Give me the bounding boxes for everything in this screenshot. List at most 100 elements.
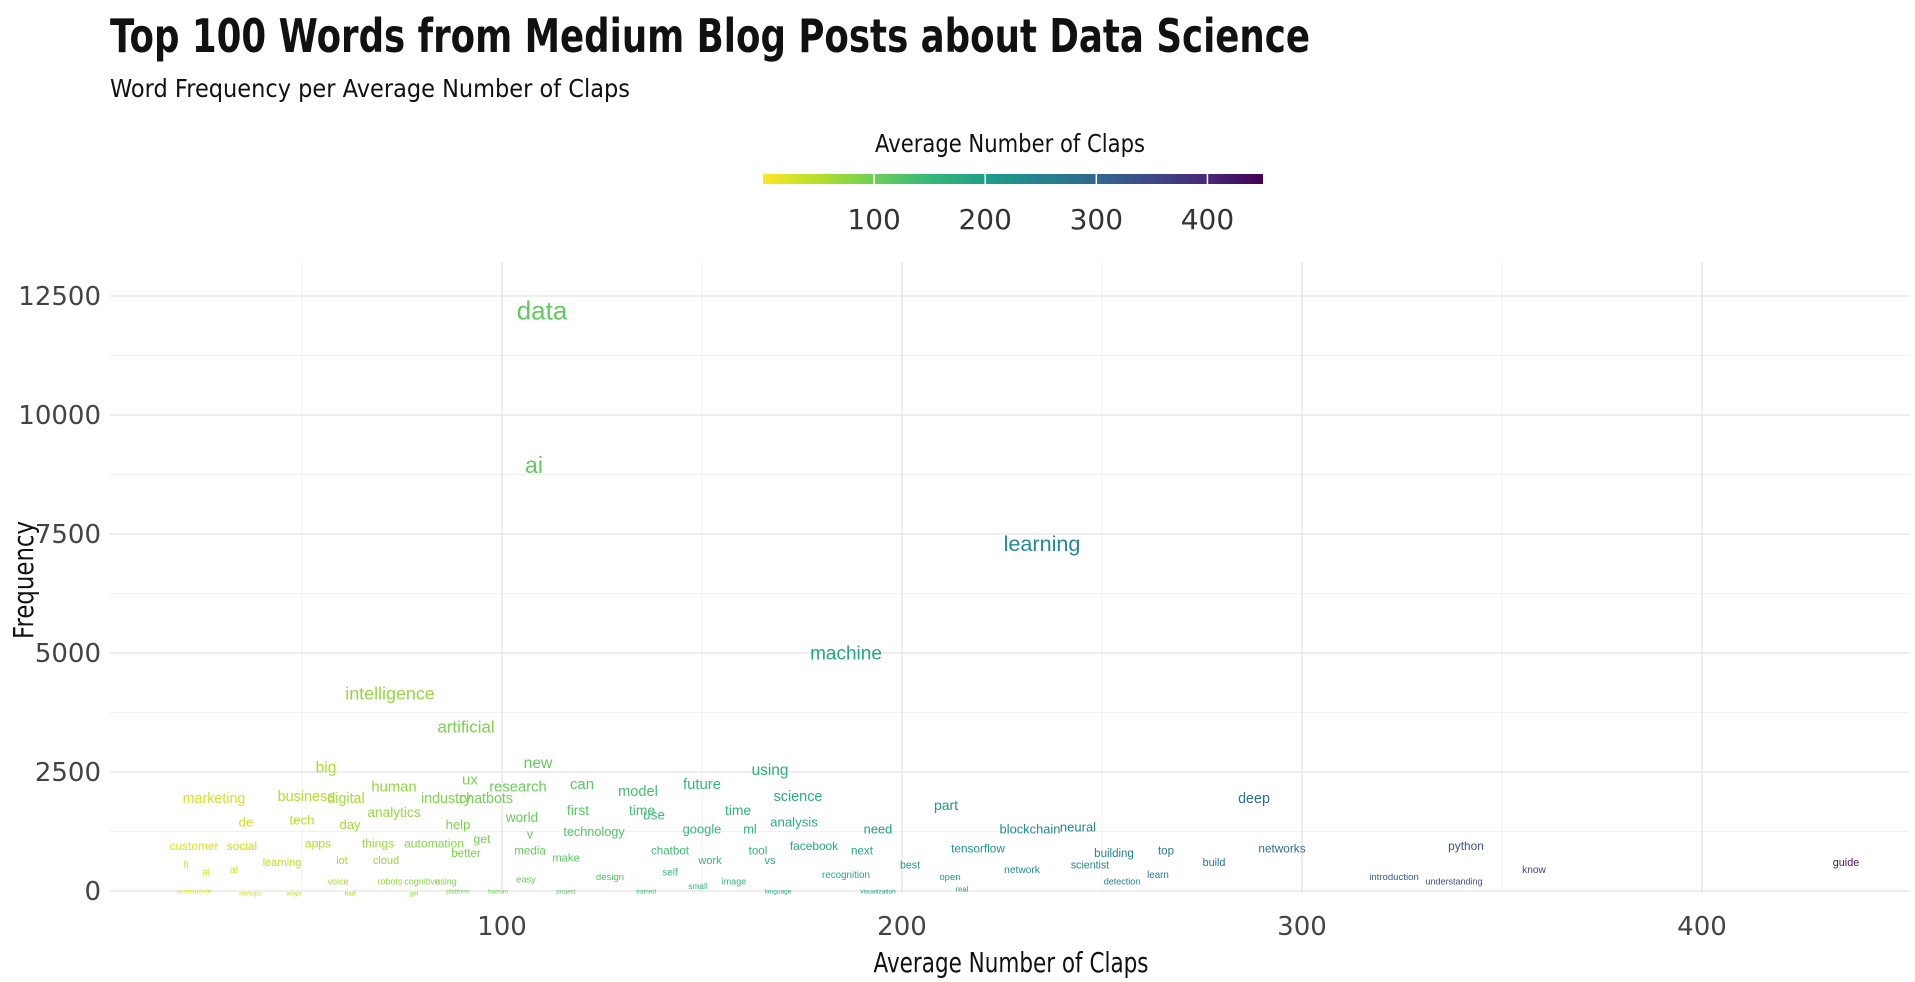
- word-label: ai: [525, 452, 543, 478]
- word-label: al: [230, 865, 238, 876]
- word-label: customer: [170, 839, 219, 853]
- word-label: big: [316, 760, 337, 777]
- word-label: business: [278, 789, 335, 805]
- x-tick-label: 100: [477, 912, 527, 942]
- word-label: cloud: [373, 855, 399, 867]
- word-label: guide: [1833, 857, 1859, 869]
- word-label: tool: [749, 845, 768, 858]
- word-label: bad: [345, 891, 356, 898]
- word-label: learn: [1147, 870, 1169, 881]
- color-legend: Average Number of Claps 100 200 300 400: [763, 129, 1263, 236]
- chart-subtitle: Word Frequency per Average Number of Cla…: [110, 74, 630, 103]
- word-label: introduction: [1369, 872, 1419, 883]
- word-label: de: [239, 815, 254, 830]
- x-tick-label: 200: [877, 912, 927, 942]
- word-label: world: [505, 810, 538, 825]
- word-label: tech: [289, 812, 314, 827]
- word-label: science: [774, 789, 823, 805]
- word-label: vs: [765, 855, 777, 867]
- word-label: ux: [462, 771, 478, 788]
- word-label: platform: [446, 888, 469, 895]
- word-label: easy: [516, 874, 536, 884]
- word-label: new: [524, 755, 553, 772]
- word-label: analytics: [367, 805, 420, 820]
- word-label: using: [435, 877, 457, 887]
- x-tick-label: 400: [1677, 912, 1727, 942]
- word-label: first: [567, 803, 589, 818]
- word-label: scientist: [1071, 860, 1109, 872]
- word-label: image: [722, 877, 747, 887]
- word-label: blockchain: [1000, 822, 1061, 837]
- legend-tick-label: 200: [958, 203, 1011, 236]
- legend-tick-label: 100: [847, 203, 900, 236]
- word-label: get: [473, 832, 491, 846]
- word-label: python: [1448, 839, 1484, 853]
- word-label: human: [371, 779, 416, 795]
- word-label: use: [643, 808, 665, 823]
- word-label: self: [662, 867, 678, 878]
- word-label: time: [725, 803, 751, 818]
- word-label: trained: [636, 888, 656, 895]
- word-label: ecommerce: [177, 888, 211, 895]
- x-axis-title: Average Number of Claps: [874, 946, 1149, 979]
- plot-area: 0 2500 5000 7500 10000 12500 100 200 300 400 dat…: [18, 262, 1910, 942]
- word-label: iot: [336, 855, 348, 867]
- word-label: apps: [305, 837, 331, 851]
- word-label: real: [956, 884, 969, 893]
- word-label: get: [409, 891, 418, 898]
- word-label: google: [683, 822, 722, 837]
- word-label: automation: [404, 837, 464, 851]
- word-label: social: [227, 839, 257, 853]
- word-label: data: [517, 295, 568, 325]
- word-label: design: [596, 872, 624, 883]
- word-label: future: [683, 777, 721, 793]
- word-label: work: [697, 855, 722, 867]
- word-label: time: [629, 803, 655, 818]
- word-label: digital: [327, 791, 364, 807]
- y-tick-label: 10000: [18, 401, 101, 431]
- word-label: marketing: [183, 791, 246, 807]
- word-label: model: [618, 784, 658, 800]
- word-label: using: [752, 762, 789, 779]
- word-label: recognition: [822, 870, 870, 881]
- word-label: help: [446, 817, 471, 832]
- y-tick-label: 0: [84, 877, 101, 907]
- word-label: chatbots: [459, 791, 513, 807]
- word-label: startups: [238, 891, 262, 898]
- word-label: facebook: [790, 839, 838, 853]
- word-label: cognitive: [404, 877, 440, 887]
- word-label: next: [851, 845, 874, 858]
- y-tick-label: 2500: [35, 758, 101, 788]
- word-label: industry: [421, 791, 472, 807]
- word-label: learning: [263, 857, 301, 869]
- word-label: understanding: [1425, 877, 1482, 887]
- word-label: top: [1158, 845, 1174, 858]
- word-label: things: [362, 837, 394, 851]
- word-label: fi: [183, 860, 188, 872]
- word-label: small: [688, 881, 708, 891]
- word-label: deep: [1238, 791, 1270, 807]
- y-tick-label: 5000: [35, 639, 101, 669]
- word-label: artificial: [437, 718, 494, 737]
- word-label: human: [488, 888, 508, 895]
- word-label: day: [339, 817, 361, 832]
- legend-tick-label: 400: [1181, 203, 1234, 236]
- word-label: open: [939, 872, 960, 883]
- legend-tick-label: 300: [1070, 203, 1123, 236]
- word-label: detection: [1104, 877, 1141, 887]
- word-label: language: [765, 888, 792, 895]
- word-label: machine: [810, 644, 882, 665]
- word-label: ai: [202, 867, 210, 878]
- word-label: intelligence: [345, 684, 435, 704]
- word-label: make: [552, 853, 579, 865]
- word-label: know: [1522, 865, 1546, 876]
- word-label: building: [1094, 848, 1134, 860]
- word-label: neural: [1060, 819, 1096, 834]
- word-label: ml: [743, 822, 757, 837]
- word-label: part: [934, 797, 958, 813]
- word-label: can: [570, 777, 594, 793]
- word-label: media: [514, 845, 546, 858]
- word-label: technology: [563, 825, 625, 839]
- word-label: chatbot: [651, 845, 690, 858]
